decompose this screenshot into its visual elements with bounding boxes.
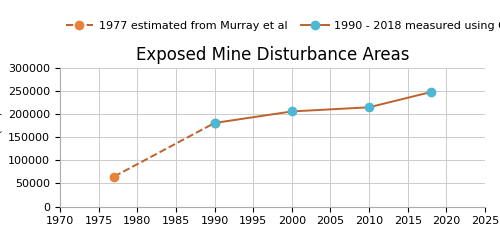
1977 estimated from Murray et al xyxy=(111,175,117,178)
Y-axis label: Area (ha): Area (ha) xyxy=(0,111,2,163)
Line: 1990 - 2018 measured using GEE: 1990 - 2018 measured using GEE xyxy=(210,88,435,127)
1990 - 2018 measured using GEE xyxy=(212,122,218,124)
1990 - 2018 measured using GEE xyxy=(428,91,434,94)
Title: Exposed Mine Disturbance Areas: Exposed Mine Disturbance Areas xyxy=(136,46,409,64)
Line: 1977 estimated from Murray et al: 1977 estimated from Murray et al xyxy=(110,119,218,181)
Legend: 1977 estimated from Murray et al, 1990 - 2018 measured using GEE: 1977 estimated from Murray et al, 1990 -… xyxy=(66,21,500,31)
1990 - 2018 measured using GEE xyxy=(366,106,372,109)
1977 estimated from Murray et al xyxy=(212,122,218,124)
1990 - 2018 measured using GEE xyxy=(289,110,295,113)
